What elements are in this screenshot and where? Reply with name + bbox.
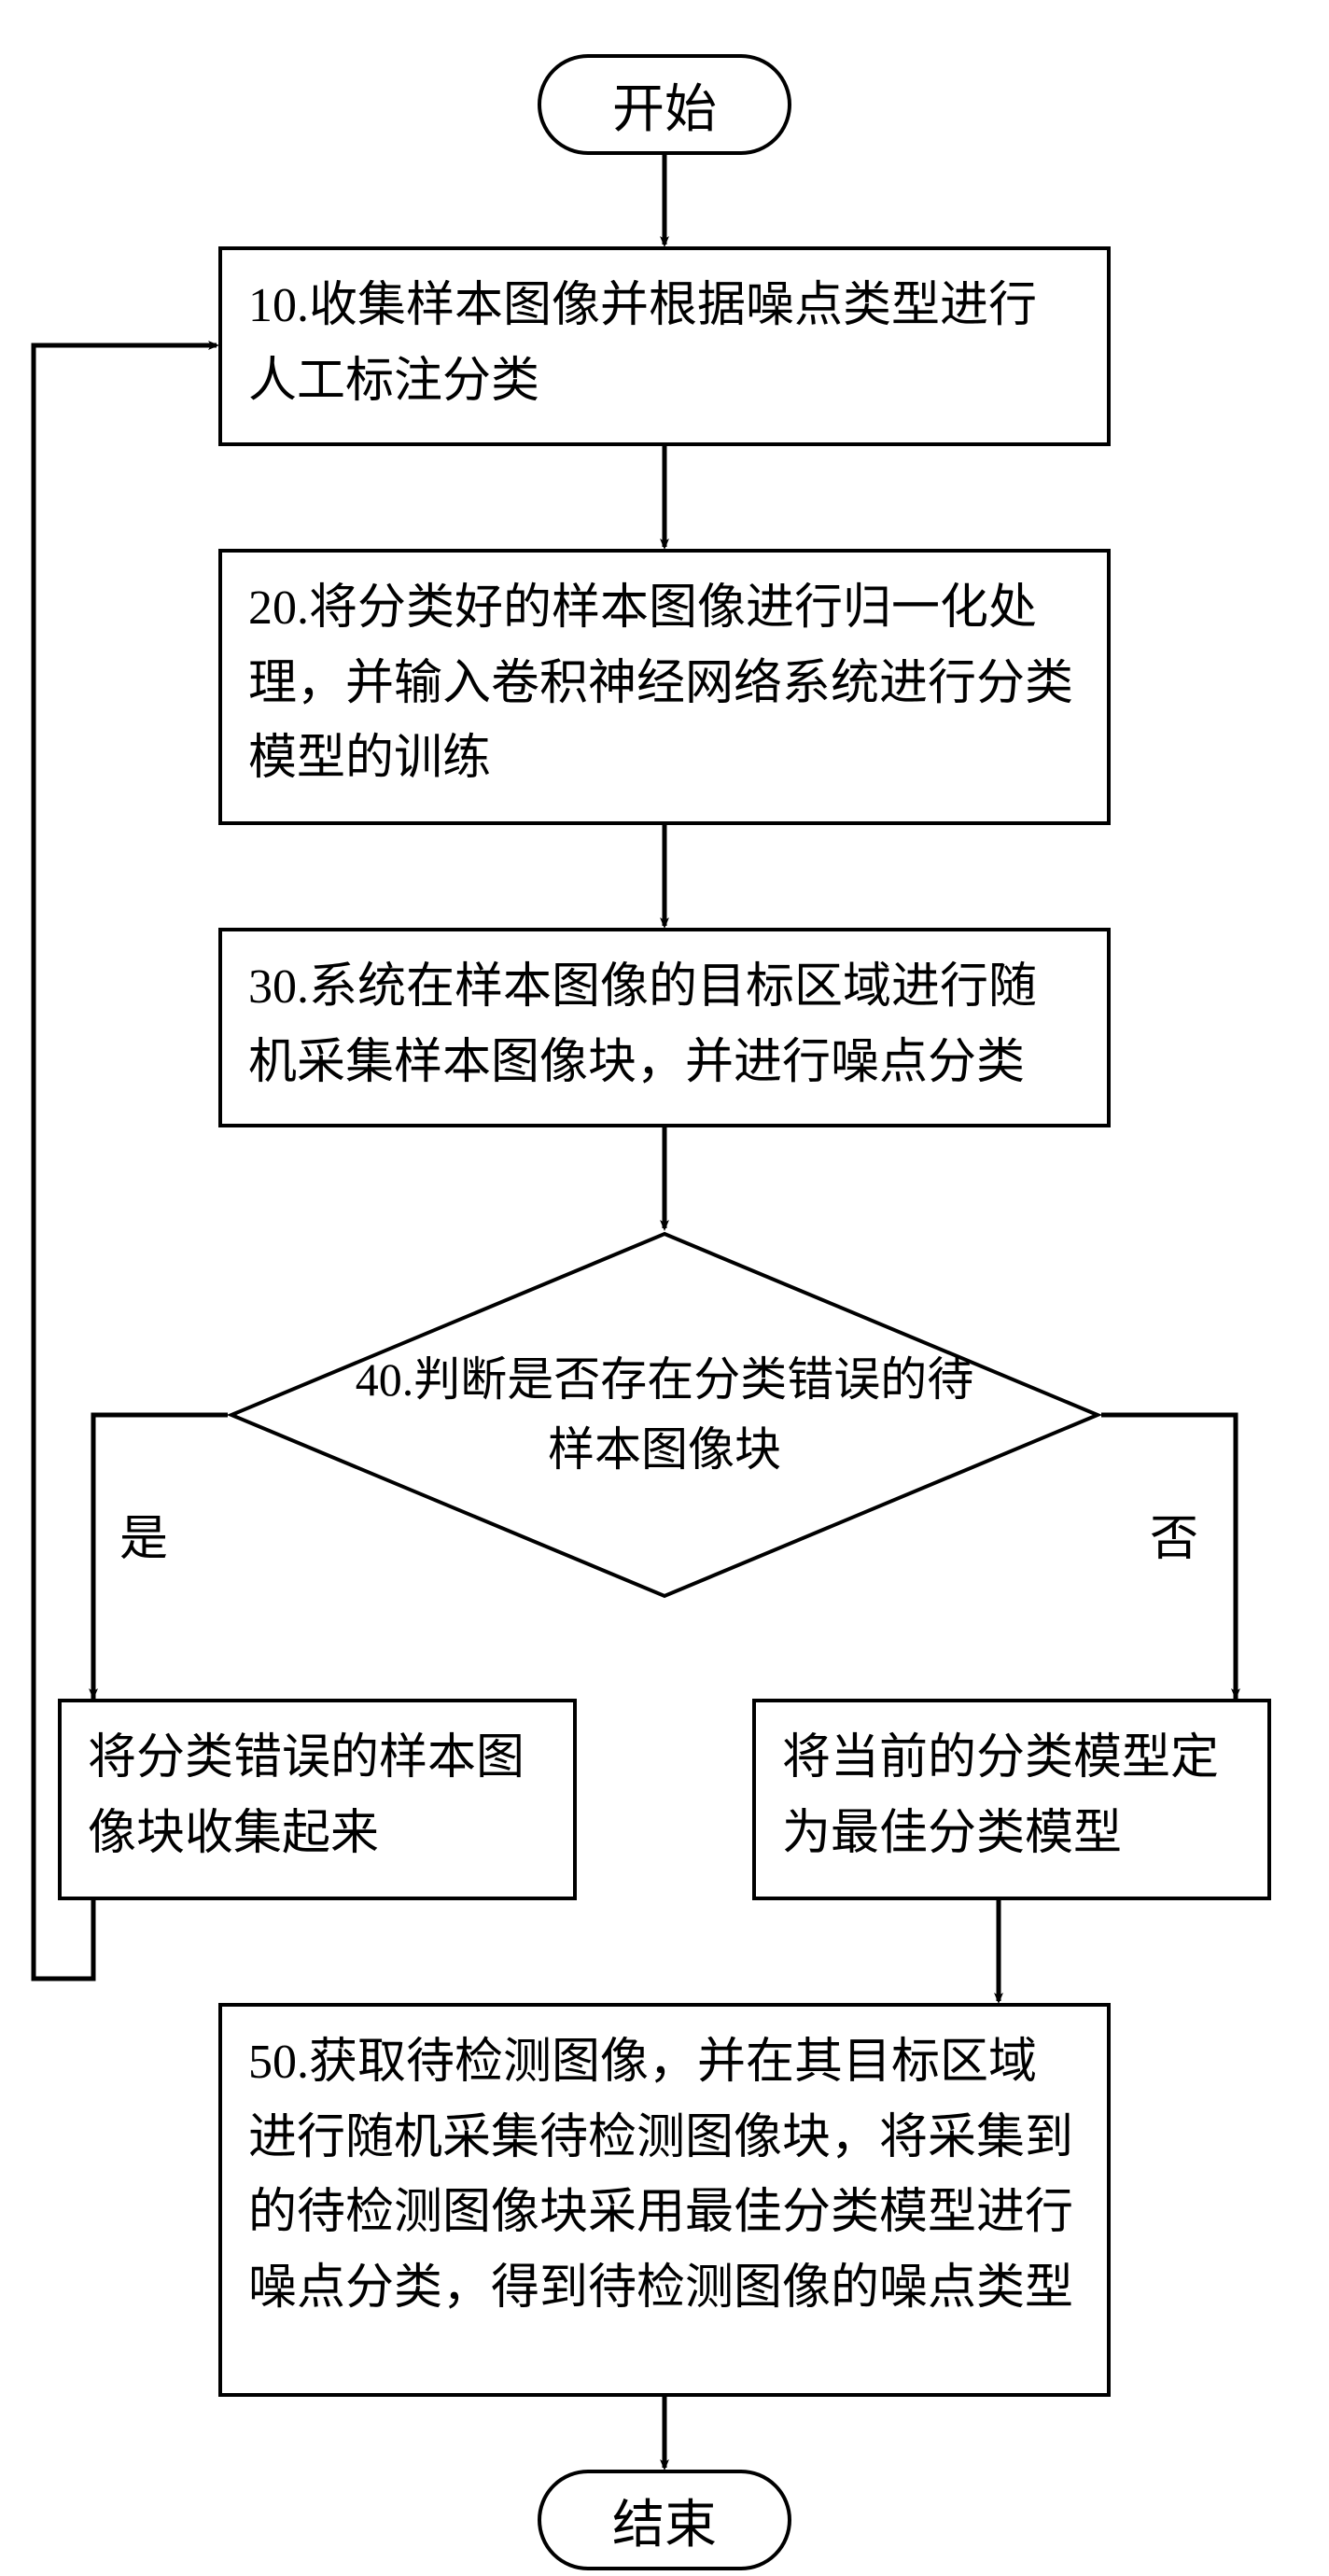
process-step-20: 20.将分类好的样本图像进行归一化处理，并输入卷积神经网络系统进行分类模型的训练 <box>218 549 1111 825</box>
label-no: 否 <box>1150 1499 1198 1569</box>
yesbox-text: 将分类错误的样本图像块收集起来 <box>88 1731 525 1860</box>
process-step-10: 10.收集样本图像并根据噪点类型进行人工标注分类 <box>218 246 1111 446</box>
decision-step-40: 40.判断是否存在分类错误的待样本图像块 <box>228 1230 1101 1600</box>
nobox-text: 将当前的分类模型定为最佳分类模型 <box>782 1731 1219 1860</box>
step20-text: 20.将分类好的样本图像进行归一化处理，并输入卷积神经网络系统进行分类模型的训练 <box>248 581 1073 785</box>
flowchart-canvas: 开始 10.收集样本图像并根据噪点类型进行人工标注分类 20.将分类好的样本图像… <box>0 0 1329 2576</box>
terminator-start: 开始 <box>538 54 791 155</box>
decision40-text: 40.判断是否存在分类错误的待样本图像块 <box>349 1345 980 1485</box>
process-yes-branch: 将分类错误的样本图像块收集起来 <box>58 1699 577 1900</box>
process-step-30: 30.系统在样本图像的目标区域进行随机采集样本图像块，并进行噪点分类 <box>218 928 1111 1127</box>
process-step-50: 50.获取待检测图像，并在其目标区域进行随机采集待检测图像块，将采集到的待检测图… <box>218 2003 1111 2397</box>
step50-text: 50.获取待检测图像，并在其目标区域进行随机采集待检测图像块，将采集到的待检测图… <box>248 2036 1073 2315</box>
end-label: 结束 <box>612 2483 717 2558</box>
step10-text: 10.收集样本图像并根据噪点类型进行人工标注分类 <box>248 279 1037 408</box>
terminator-end: 结束 <box>538 2470 791 2570</box>
label-yes: 是 <box>119 1499 168 1569</box>
start-label: 开始 <box>612 67 717 143</box>
process-no-branch: 将当前的分类模型定为最佳分类模型 <box>752 1699 1271 1900</box>
step30-text: 30.系统在样本图像的目标区域进行随机采集样本图像块，并进行噪点分类 <box>248 960 1037 1089</box>
